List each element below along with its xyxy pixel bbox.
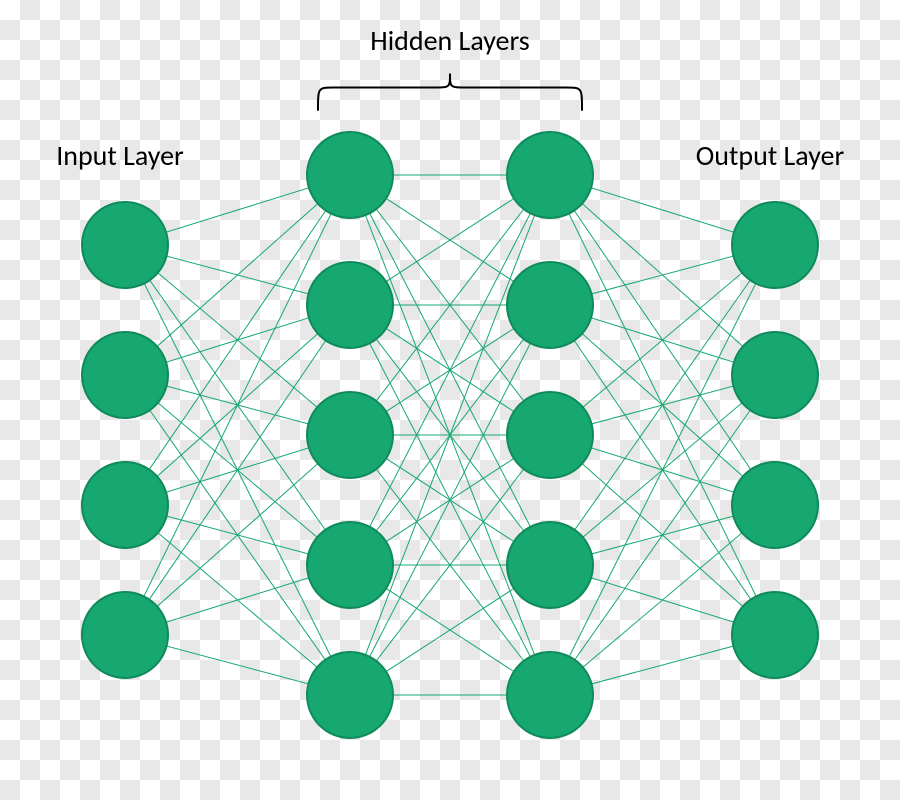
neuron-hidden1-0 xyxy=(307,132,393,218)
neural-network-diagram: Input Layer Hidden Layers Output Layer xyxy=(0,0,900,800)
neuron-hidden1-1 xyxy=(307,262,393,348)
hidden-layers-brace-icon xyxy=(318,74,582,111)
neuron-hidden2-1 xyxy=(507,262,593,348)
neuron-hidden2-0 xyxy=(507,132,593,218)
neuron-output-0 xyxy=(732,202,818,288)
neuron-output-3 xyxy=(732,592,818,678)
neuron-hidden2-2 xyxy=(507,392,593,478)
neuron-input-2 xyxy=(82,462,168,548)
edge xyxy=(550,245,775,435)
neuron-hidden2-3 xyxy=(507,522,593,608)
output-layer-label: Output Layer xyxy=(696,138,845,173)
connection-edges xyxy=(125,175,775,695)
edge xyxy=(125,435,350,635)
neuron-hidden1-2 xyxy=(307,392,393,478)
neuron-input-3 xyxy=(82,592,168,678)
neuron-input-0 xyxy=(82,202,168,288)
neuron-output-1 xyxy=(732,332,818,418)
neuron-output-2 xyxy=(732,462,818,548)
edge xyxy=(125,175,350,375)
input-layer-label: Input Layer xyxy=(56,138,184,173)
layer-labels: Input Layer Hidden Layers Output Layer xyxy=(56,23,844,173)
neuron-hidden2-4 xyxy=(507,652,593,738)
neuron-input-1 xyxy=(82,332,168,418)
edge xyxy=(550,505,775,695)
neuron-hidden1-4 xyxy=(307,652,393,738)
neuron-hidden1-3 xyxy=(307,522,393,608)
hidden-layers-label: Hidden Layers xyxy=(370,23,529,58)
